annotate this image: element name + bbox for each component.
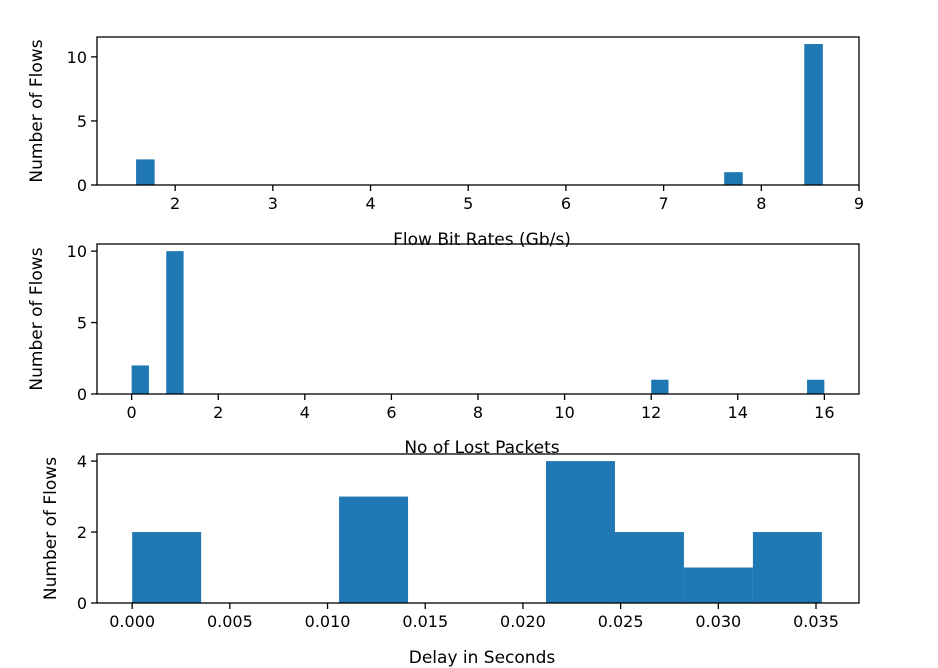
x-tick-label: 14	[728, 403, 748, 422]
axes-frame	[96, 243, 860, 395]
x-tick-label: 0.015	[402, 612, 448, 631]
x-tick-label: 9	[854, 194, 864, 213]
y-tick-label: 5	[77, 314, 87, 333]
histogram-bar	[683, 567, 753, 603]
histogram-bar	[651, 379, 669, 394]
axes-frame	[96, 36, 860, 186]
histogram-bar	[339, 496, 409, 603]
x-tick-label: 7	[659, 194, 669, 213]
x-axis-label: No of Lost Packets	[404, 438, 559, 458]
x-tick-label: 0	[127, 403, 137, 422]
histogram-bar	[752, 532, 822, 603]
histogram-bar	[132, 532, 202, 603]
y-axis-label: Number of Flows	[27, 39, 47, 182]
x-axis-label: Flow Bit Rates (Gb/s)	[393, 230, 571, 250]
x-tick-label: 2	[170, 194, 180, 213]
x-axis-label: Delay in Seconds	[409, 648, 556, 668]
x-tick-label: 6	[561, 194, 571, 213]
histogram-bar	[545, 461, 615, 603]
x-tick-label: 0.010	[305, 612, 351, 631]
histogram-bar	[166, 251, 184, 394]
x-tick-label: 8	[473, 403, 483, 422]
x-tick-label: 4	[365, 194, 375, 213]
y-axis-label: Number of Flows	[41, 457, 61, 600]
x-tick-label: 3	[268, 194, 278, 213]
histogram-panel-2: 0 2 4 6 8 10 12 14 16 0 5 10 Number of Flows	[27, 242, 860, 422]
y-axis-label: Number of Flows	[27, 247, 47, 390]
x-tick-label: 0.035	[793, 612, 839, 631]
histogram-panel-3: 0.000 0.005 0.010 0.015 0.020 0.025 0.030 0.035…	[41, 452, 860, 631]
histogram-bar	[131, 365, 149, 394]
x-tick-label: 6	[386, 403, 396, 422]
x-tick-label: 0.025	[598, 612, 644, 631]
histogram-panel-1: 2 3 4 5 6 7 8 9 0 5 10 Number of Flows	[27, 36, 864, 213]
histogram-bar	[724, 172, 743, 185]
x-tick-label: 10	[554, 403, 574, 422]
histogram-bar	[614, 532, 684, 603]
x-tick-label: 0.005	[207, 612, 253, 631]
y-tick-label: 5	[77, 112, 87, 131]
histogram-bar	[136, 159, 155, 185]
y-tick-label: 2	[77, 523, 87, 542]
x-tick-label: 0.020	[500, 612, 546, 631]
x-tick-label: 5	[463, 194, 473, 213]
y-tick-label: 4	[77, 452, 87, 471]
x-tick-label: 2	[213, 403, 223, 422]
y-tick-label: 0	[77, 176, 87, 195]
x-tick-label: 8	[756, 194, 766, 213]
x-tick-label: 16	[814, 403, 834, 422]
y-tick-label: 0	[77, 594, 87, 613]
x-tick-label: 4	[300, 403, 310, 422]
histogram-bar	[807, 379, 825, 394]
x-tick-label: 0.000	[109, 612, 155, 631]
x-tick-label: 12	[641, 403, 661, 422]
y-tick-label: 10	[67, 48, 87, 67]
y-tick-label: 0	[77, 385, 87, 404]
histogram-bar	[804, 44, 823, 185]
y-tick-label: 10	[67, 242, 87, 261]
x-tick-label: 0.030	[695, 612, 741, 631]
axes-frame	[96, 453, 860, 604]
